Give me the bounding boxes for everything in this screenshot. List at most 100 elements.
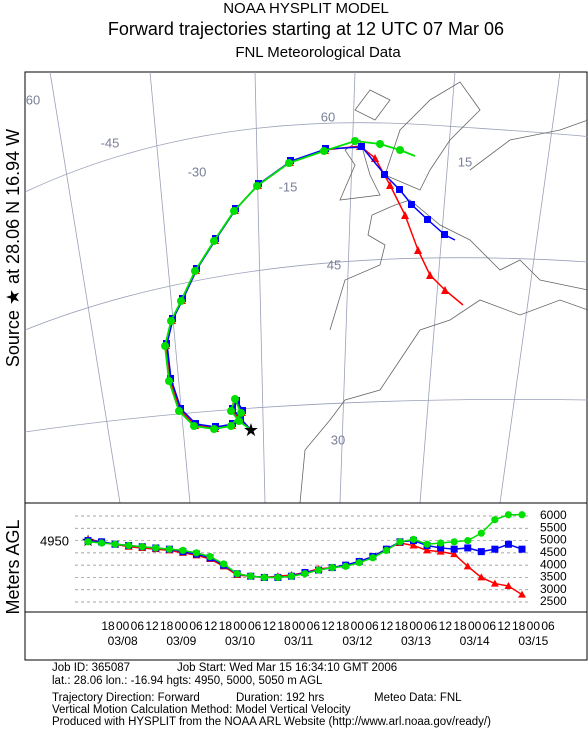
grid-label: 60	[321, 109, 335, 124]
x-tick-label: 12	[439, 619, 453, 633]
marker	[111, 540, 119, 548]
x-tick-label: 00	[175, 619, 189, 633]
x-tick-label: 06	[131, 619, 145, 633]
grid-label: 30	[331, 432, 345, 447]
marker	[450, 550, 459, 558]
x-tick-label: 00	[527, 619, 541, 633]
marker	[206, 552, 214, 561]
x-tick-label: 00	[409, 619, 423, 633]
trajectory-green	[161, 137, 416, 433]
date-label: 03/15	[518, 634, 548, 648]
x-tick-label: 06	[365, 619, 379, 633]
date-label: 03/09	[166, 634, 196, 648]
profile-frame	[24, 502, 588, 613]
x-tick-label: 06	[307, 619, 321, 633]
y-tick-label: 3500	[540, 570, 567, 584]
marker	[382, 546, 390, 555]
x-tick-label: 12	[263, 619, 277, 633]
grid-label: -15	[279, 179, 298, 194]
grid-line	[24, 122, 588, 193]
x-tick-label: 12	[380, 619, 394, 633]
y-tick-label: 4000	[540, 557, 567, 571]
marker	[260, 573, 268, 582]
x-tick-label: 12	[321, 619, 335, 633]
title-2: Forward trajectories starting at 12 UTC …	[108, 19, 504, 39]
grid-label: -30	[188, 164, 207, 179]
date-label: 03/13	[401, 634, 431, 648]
footer-text: Vertical Motion Calculation Method: Mode…	[52, 704, 351, 716]
date-label: 03/11	[284, 634, 313, 648]
y-axis-label: Meters AGL	[3, 519, 23, 614]
marker	[301, 570, 309, 578]
date-label: 03/12	[342, 634, 372, 648]
x-tick-label: 18	[336, 619, 350, 633]
source-height: 4950	[40, 533, 69, 548]
x-tick-label: 06	[483, 619, 497, 633]
grid-label: 15	[458, 154, 472, 169]
source-star: ★	[243, 420, 259, 440]
footer-text: lat.: 28.06 lon.: -16.94 hgts: 4950, 500…	[52, 675, 323, 687]
marker	[84, 538, 92, 546]
y-tick-label: 5000	[540, 533, 567, 547]
marker	[409, 535, 418, 543]
marker	[504, 582, 513, 590]
marker	[97, 539, 106, 547]
grid-line	[49, 71, 121, 504]
grid-label: 60	[26, 92, 40, 107]
x-tick-label: 06	[248, 619, 262, 633]
marker	[518, 590, 526, 598]
marker	[342, 562, 350, 570]
marker	[355, 559, 363, 567]
marker	[477, 529, 485, 537]
x-tick-label: 18	[160, 619, 174, 633]
marker	[192, 549, 201, 557]
y-tick-label: 4500	[540, 545, 567, 559]
x-tick-label: 00	[116, 619, 130, 633]
marker	[437, 544, 445, 552]
y-tick-label: 5500	[540, 520, 567, 534]
x-tick-label: 06	[541, 619, 555, 633]
x-tick-label: 12	[497, 619, 511, 633]
marker	[369, 554, 377, 562]
x-tick-label: 18	[512, 619, 526, 633]
marker	[314, 566, 323, 574]
marker	[504, 540, 512, 548]
coastline	[354, 89, 391, 121]
marker	[504, 511, 513, 519]
x-tick-label: 00	[351, 619, 365, 633]
marker	[287, 572, 296, 580]
x-tick-label: 12	[145, 619, 159, 633]
marker	[463, 562, 472, 570]
marker	[233, 570, 241, 578]
marker	[450, 545, 458, 553]
x-tick-label: 06	[424, 619, 438, 633]
x-tick-label: 00	[233, 619, 247, 633]
x-tick-label: 06	[189, 619, 203, 633]
marker	[464, 544, 472, 552]
marker	[274, 573, 282, 582]
date-label: 03/14	[460, 634, 490, 648]
marker	[152, 544, 160, 552]
x-tick-label: 18	[453, 619, 467, 633]
marker	[423, 540, 431, 548]
title-3: FNL Meteorological Data	[235, 44, 401, 61]
marker	[328, 564, 336, 572]
x-tick-label: 18	[101, 619, 115, 633]
grid-label: -45	[101, 135, 120, 150]
y-tick-label: 6000	[540, 508, 567, 522]
marker	[490, 579, 499, 587]
footer-text: Job Start: Wed Mar 15 16:34:10 GMT 2006	[177, 662, 397, 674]
marker	[464, 536, 472, 545]
footer-text: Meteo Data: FNL	[374, 692, 462, 704]
marker	[409, 541, 418, 549]
footer-text: Job ID: 365087	[52, 662, 130, 674]
grid-line	[499, 71, 561, 504]
map: ★	[24, 71, 588, 504]
footer-text: Produced with HYSPLIT from the NOAA ARL …	[52, 716, 491, 728]
x-tick-label: 00	[292, 619, 306, 633]
marker	[437, 539, 445, 547]
marker	[423, 546, 432, 554]
x-tick-label: 18	[277, 619, 291, 633]
source-label: Source ★ at 28.06 N 16.94 W	[3, 129, 23, 367]
